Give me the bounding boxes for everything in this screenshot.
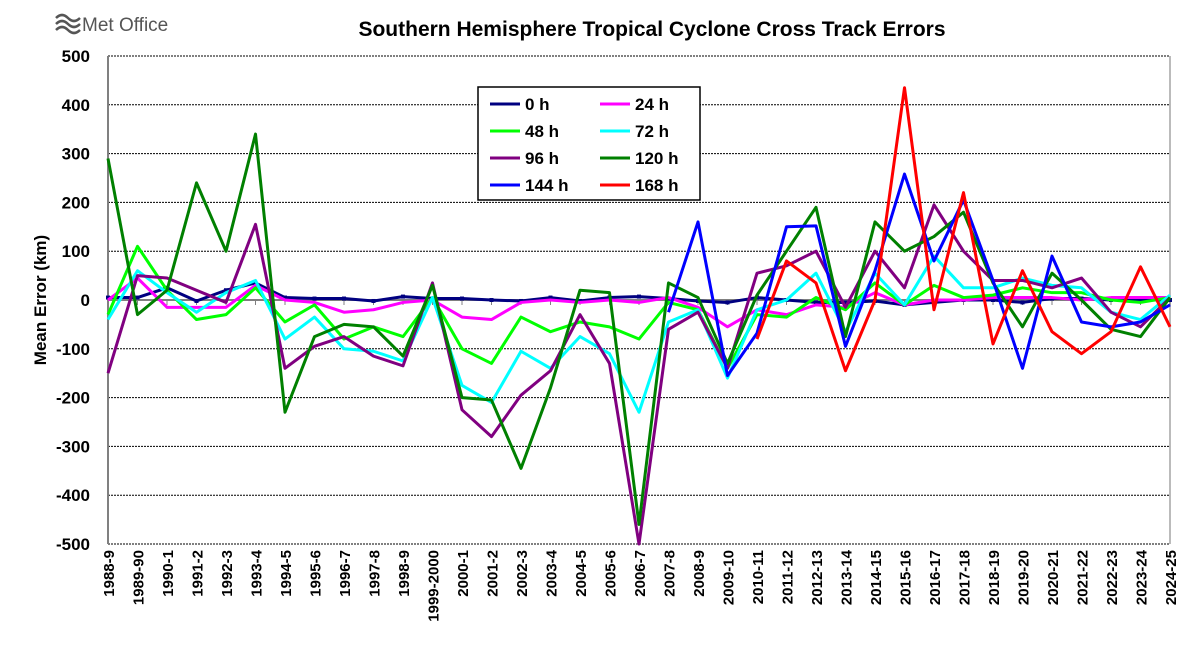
x-tick-label: 1996-7	[337, 550, 354, 597]
x-tick-label: 2007-8	[662, 550, 679, 597]
data-point	[1138, 298, 1143, 302]
y-tick-label: 0	[81, 291, 90, 310]
x-tick-label: 2019-20	[1016, 550, 1033, 605]
x-tick-label: 1997-8	[367, 550, 384, 597]
x-tick-label: 1988-9	[101, 550, 118, 597]
x-tick-label: 2006-7	[632, 550, 649, 597]
series-line-144h	[667, 172, 1171, 378]
data-point	[991, 298, 995, 302]
data-point	[106, 295, 110, 300]
y-tick-label: -100	[56, 340, 90, 359]
x-tick-label: 2001-2	[485, 550, 502, 597]
y-tick-label: -500	[56, 535, 90, 554]
data-point	[637, 294, 641, 299]
series-line-168h	[755, 86, 1172, 373]
x-tick-label: 2014-15	[868, 550, 885, 605]
y-tick-label: 500	[62, 47, 90, 66]
data-point	[371, 298, 376, 303]
y-tick-label: 400	[62, 96, 90, 115]
legend-box	[477, 86, 701, 201]
data-point	[342, 296, 346, 301]
x-tick-label: 1998-9	[396, 550, 413, 597]
x-tick-label: 1989-90	[131, 550, 148, 605]
x-tick-label: 2011-12	[780, 550, 797, 604]
x-tick-label: 1993-4	[249, 549, 266, 596]
x-tick-label: 2018-19	[986, 550, 1003, 605]
legend-label: 120 h	[635, 149, 678, 168]
x-tick-label: 2024-25	[1163, 550, 1180, 605]
chart-title: Southern Hemisphere Tropical Cyclone Cro…	[358, 18, 945, 41]
data-point	[725, 300, 730, 305]
x-tick-label: 2020-21	[1045, 550, 1062, 605]
data-point	[224, 288, 228, 293]
data-point	[135, 295, 140, 300]
y-tick-label: -200	[56, 389, 90, 408]
legend: 0 h 24 h 48 h 72 h 96 h 120 h 144 h 168 h	[477, 86, 701, 201]
x-tick-label: 2010-11	[750, 550, 767, 604]
y-tick-label: 200	[62, 193, 90, 212]
data-point	[312, 296, 317, 301]
data-point	[401, 294, 405, 299]
data-point	[1020, 300, 1025, 305]
x-tick-label: 2022-23	[1104, 550, 1121, 605]
data-point	[489, 298, 494, 302]
legend-label: 72 h	[635, 122, 669, 141]
data-point	[283, 295, 287, 300]
x-tick-label: 2023-24	[1134, 549, 1151, 605]
logo-text: Met Office	[82, 15, 168, 36]
x-tick-label: 1995-6	[308, 550, 325, 597]
x-tick-label: 1991-2	[190, 550, 207, 597]
x-tick-label: 2017-18	[957, 550, 974, 605]
x-tick-label: 2015-16	[898, 550, 915, 605]
x-tick-label: 2013-14	[839, 549, 856, 605]
y-tick-label: -300	[56, 437, 90, 456]
x-tick-label: 2004-5	[573, 550, 590, 597]
legend-label: 96 h	[525, 149, 559, 168]
data-point	[843, 300, 848, 305]
x-tick-label: 1999-2000	[426, 550, 443, 622]
x-tick-label: 1990-1	[160, 550, 177, 597]
x-tick-label: 1994-5	[278, 550, 295, 597]
x-tick-label: 2021-22	[1075, 550, 1092, 605]
x-tick-label: 2002-3	[514, 550, 531, 597]
x-tick-label: 2016-17	[927, 550, 944, 605]
series-line-24h	[107, 276, 1170, 329]
data-point	[194, 298, 199, 303]
y-axis-label: Mean Error (km)	[31, 235, 50, 365]
series-line-48h	[106, 244, 1171, 370]
x-tick-label: 2005-6	[603, 550, 620, 597]
met-office-logo: Met Office	[55, 13, 168, 36]
x-tick-label: 1992-3	[219, 550, 236, 597]
x-tick-label: 2012-13	[809, 550, 826, 605]
data-point	[548, 295, 553, 300]
legend-label: 48 h	[525, 122, 559, 141]
legend-label: 168 h	[635, 176, 678, 195]
y-tick-label: -400	[56, 486, 90, 505]
series-line-72h	[106, 254, 1171, 414]
y-tick-label: 300	[62, 145, 90, 164]
x-tick-label: 2008-9	[691, 550, 708, 597]
legend-label: 24 h	[635, 95, 669, 114]
x-tick-label: 2009-10	[721, 550, 738, 605]
data-point	[814, 300, 818, 305]
y-tick-label: 100	[62, 242, 90, 261]
data-point	[460, 296, 464, 301]
legend-label: 144 h	[525, 176, 568, 195]
x-tick-label: 2003-4	[544, 549, 561, 596]
x-tick-label: 2000-1	[455, 550, 472, 597]
legend-label: 0 h	[525, 95, 550, 114]
